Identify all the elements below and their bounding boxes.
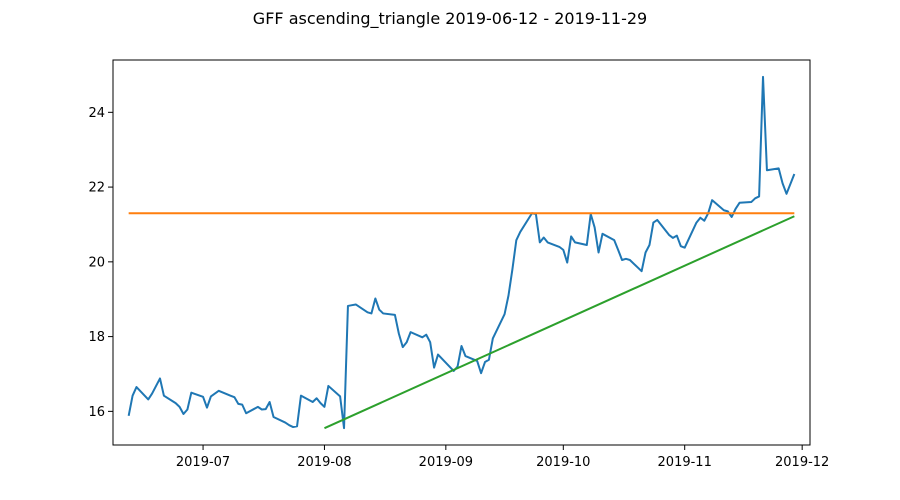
x-tick-label: 2019-07 xyxy=(176,455,230,470)
y-axis: 16 18 20 22 24 xyxy=(88,106,113,420)
y-tick-label: 22 xyxy=(88,181,105,196)
x-tick-label: 2019-10 xyxy=(536,455,590,470)
y-tick-label: 20 xyxy=(88,255,105,270)
x-tick-label: 2019-11 xyxy=(658,455,712,470)
y-tick-label: 16 xyxy=(88,405,105,420)
plot-area xyxy=(127,75,796,430)
y-tick-label: 18 xyxy=(88,330,105,345)
y-tick-label: 24 xyxy=(88,106,105,121)
series-line-2 xyxy=(324,215,795,430)
plot-frame xyxy=(112,59,811,446)
x-tick-label: 2019-09 xyxy=(419,455,473,470)
x-axis: 2019-07 2019-08 2019-09 2019-10 2019-11 2019-… xyxy=(176,445,829,470)
x-tick-label: 2019-08 xyxy=(297,455,351,470)
series-line-0 xyxy=(127,75,796,430)
x-tick-label: 2019-12 xyxy=(775,455,829,470)
chart-title: GFF ascending_triangle 2019-06-12 - 2019… xyxy=(253,9,647,29)
